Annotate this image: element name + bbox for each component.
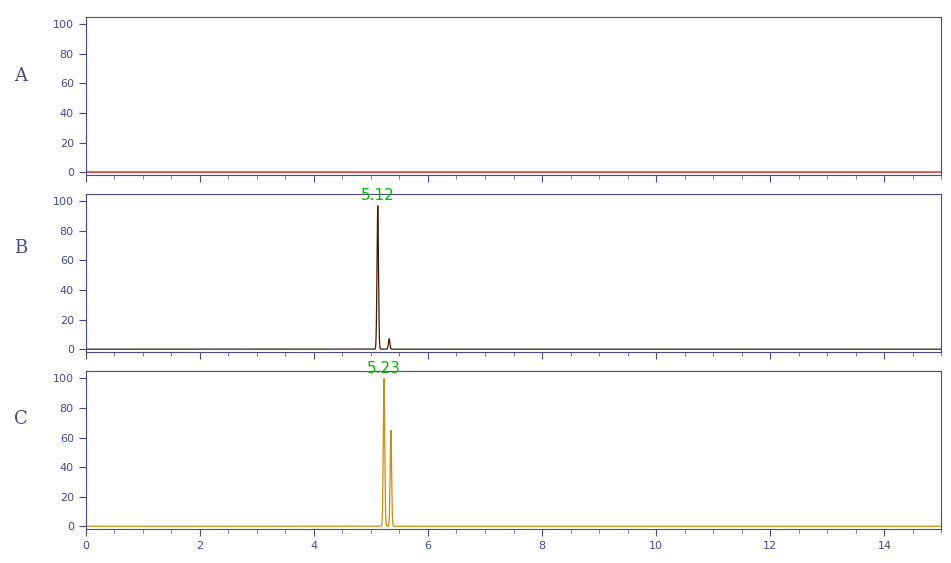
Text: 5.12: 5.12 xyxy=(360,188,395,203)
Text: A: A xyxy=(14,67,28,85)
Text: 5.23: 5.23 xyxy=(367,360,401,376)
Text: C: C xyxy=(14,410,28,428)
Text: B: B xyxy=(14,239,28,257)
